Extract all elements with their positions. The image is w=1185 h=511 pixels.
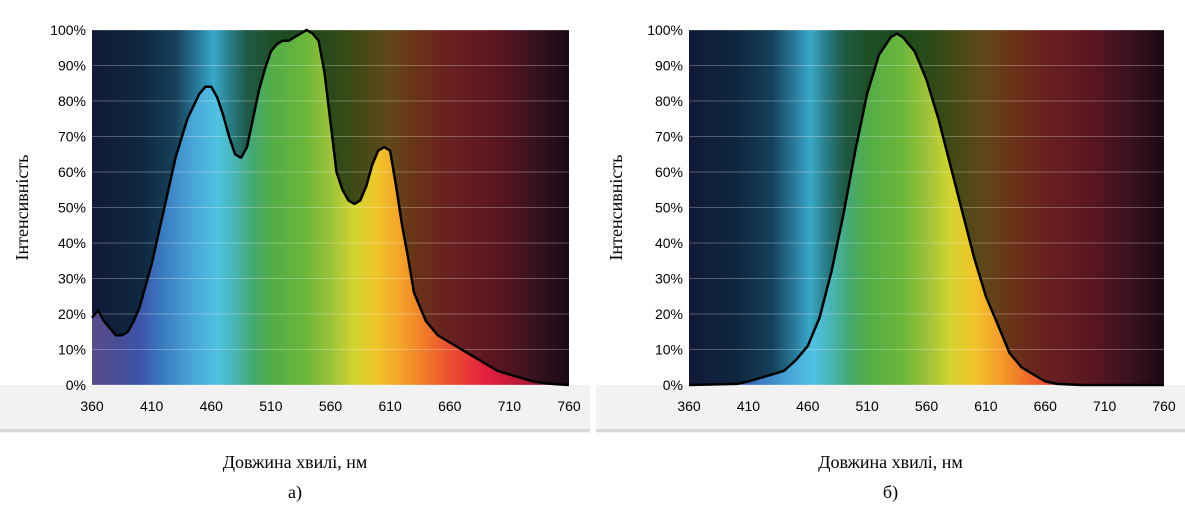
x-tick-label: 710 bbox=[498, 398, 522, 414]
x-tick-label: 460 bbox=[200, 398, 224, 414]
y-tick-label: 50% bbox=[655, 200, 683, 216]
y-axis-label: Інтенсивність bbox=[606, 155, 626, 261]
x-tick-label: 610 bbox=[378, 398, 402, 414]
y-tick-label: 100% bbox=[647, 22, 683, 38]
y-tick-label: 100% bbox=[50, 22, 86, 38]
x-tick-label: 410 bbox=[140, 398, 164, 414]
y-tick-label: 30% bbox=[58, 271, 86, 287]
y-tick-label: 40% bbox=[655, 235, 683, 251]
x-tick-label: 510 bbox=[259, 398, 283, 414]
x-tick-label: 360 bbox=[677, 398, 701, 414]
spectrum-chart-a: 0% 10% 20% 30% 40% 50% 60% 70% 80% 90% 100% 360 410 4… bbox=[0, 22, 590, 433]
x-tick-label: 760 bbox=[1152, 398, 1176, 414]
spectrum-area bbox=[92, 30, 569, 385]
y-tick-label: 90% bbox=[58, 58, 86, 74]
y-tick-label: 20% bbox=[655, 306, 683, 322]
x-tick-label: 760 bbox=[557, 398, 581, 414]
y-tick-label: 70% bbox=[58, 129, 86, 145]
x-tick-label: 660 bbox=[438, 398, 462, 414]
chart-panel-b: 0% 10% 20% 30% 40% 50% 60% 70% 80% 90% 100% 360 410 4… bbox=[596, 0, 1185, 511]
x-axis-label-a: Довжина хвилі, нм bbox=[222, 452, 368, 472]
y-tick-label: 60% bbox=[58, 164, 86, 180]
x-tick-label: 560 bbox=[915, 398, 939, 414]
x-axis-band-edge bbox=[0, 429, 590, 432]
y-tick-label: 80% bbox=[58, 93, 86, 109]
caption-a: а) bbox=[288, 482, 302, 502]
y-tick-label: 0% bbox=[663, 377, 683, 393]
x-tick-label: 460 bbox=[796, 398, 820, 414]
spectrum-area bbox=[689, 33, 1164, 385]
x-axis-label-b: Довжина хвилі, нм bbox=[818, 452, 963, 472]
spectrum-curve bbox=[688, 32, 1164, 387]
y-tick-label: 30% bbox=[655, 271, 683, 287]
y-tick-label: 80% bbox=[655, 93, 683, 109]
spectrum-chart-b: 0% 10% 20% 30% 40% 50% 60% 70% 80% 90% 100% 360 410 4… bbox=[596, 22, 1185, 433]
y-tick-label: 90% bbox=[655, 58, 683, 74]
y-tick-label: 70% bbox=[655, 129, 683, 145]
x-tick-label: 710 bbox=[1093, 398, 1117, 414]
y-tick-label: 20% bbox=[58, 306, 86, 322]
x-tick-label: 410 bbox=[737, 398, 761, 414]
x-tick-label: 660 bbox=[1034, 398, 1058, 414]
y-tick-label: 10% bbox=[58, 342, 86, 358]
y-axis-label: Інтенсивність bbox=[12, 155, 32, 261]
y-tick-label: 40% bbox=[58, 235, 86, 251]
y-tick-label: 0% bbox=[66, 377, 86, 393]
x-axis-band-edge bbox=[596, 429, 1185, 432]
spectrum-curve bbox=[91, 28, 570, 387]
y-tick-label: 60% bbox=[655, 164, 683, 180]
y-tick-label: 10% bbox=[655, 342, 683, 358]
x-tick-label: 560 bbox=[319, 398, 343, 414]
x-axis-band bbox=[596, 385, 1185, 433]
x-axis-band bbox=[0, 385, 590, 433]
chart-panel-a: 0% 10% 20% 30% 40% 50% 60% 70% 80% 90% 100% 360 410 4… bbox=[0, 0, 590, 511]
x-tick-label: 360 bbox=[80, 398, 104, 414]
y-tick-label: 50% bbox=[58, 200, 86, 216]
caption-b: б) bbox=[882, 482, 899, 502]
x-tick-label: 610 bbox=[974, 398, 998, 414]
x-tick-label: 510 bbox=[855, 398, 879, 414]
